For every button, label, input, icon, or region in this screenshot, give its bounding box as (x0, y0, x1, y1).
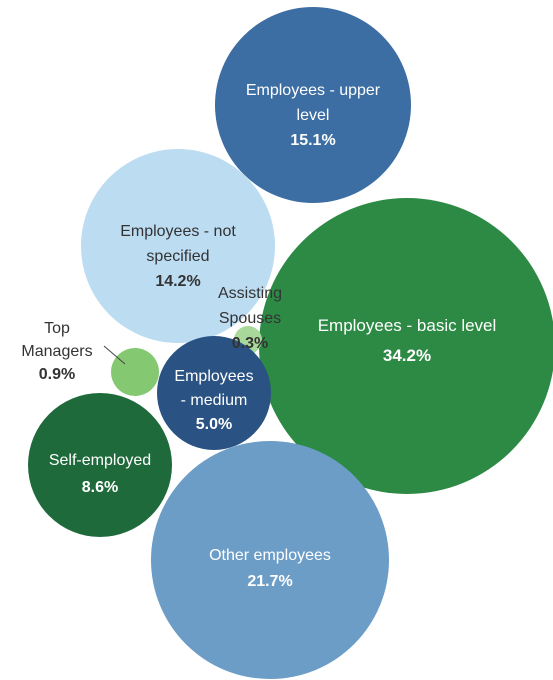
bubble-label-assisting-spouses-line-1: Assisting (218, 285, 282, 302)
bubble-value-assisting-spouses: 0.3% (232, 335, 268, 352)
bubble-label-employees-upper-level-line-2: level (297, 107, 330, 124)
bubble-label-employees-upper-level-line-1: Employees - upper (246, 82, 381, 99)
bubble-label-self-employed-line-1: Self-employed (49, 452, 151, 469)
bubble-employees-not-specified[interactable] (81, 149, 275, 343)
bubble-employees-medium[interactable] (157, 336, 271, 450)
bubble-label-employees-not-specified-line-1: Employees - not (120, 223, 236, 240)
bubble-label-top-managers-line-1: Top (44, 320, 70, 337)
bubble-employees-basic-level[interactable] (259, 198, 553, 494)
bubble-employees-upper-level[interactable] (215, 7, 411, 203)
labels-layer: Employees - upper level 15.1% Employees - n… (21, 82, 496, 590)
bubble-label-other-employees-line-1: Other employees (209, 547, 331, 564)
bubble-value-employees-upper-level: 15.1% (290, 132, 335, 149)
bubble-label-assisting-spouses-line-2: Spouses (219, 310, 281, 327)
bubble-other-employees[interactable] (151, 441, 389, 679)
bubble-label-employees-medium-line-2: - medium (181, 392, 248, 409)
bubble-label-employees-basic-level-line-1: Employees - basic level (318, 316, 497, 335)
bubble-self-employed[interactable] (28, 393, 172, 537)
bubble-value-top-managers: 0.9% (39, 366, 75, 383)
bubbles-layer (28, 7, 553, 679)
bubble-top-managers[interactable] (111, 348, 159, 396)
bubble-value-employees-medium: 5.0% (196, 416, 232, 433)
bubble-value-employees-basic-level: 34.2% (383, 346, 431, 365)
bubble-label-employees-not-specified-line-2: specified (146, 248, 209, 265)
bubble-value-self-employed: 8.6% (82, 479, 118, 496)
bubble-label-employees-medium-line-1: Employees (174, 368, 253, 385)
leader-line-top-managers (103, 345, 126, 365)
bubble-value-other-employees: 21.7% (247, 573, 292, 590)
bubble-value-employees-not-specified: 14.2% (155, 273, 200, 290)
bubble-label-top-managers-line-2: Managers (21, 343, 92, 360)
